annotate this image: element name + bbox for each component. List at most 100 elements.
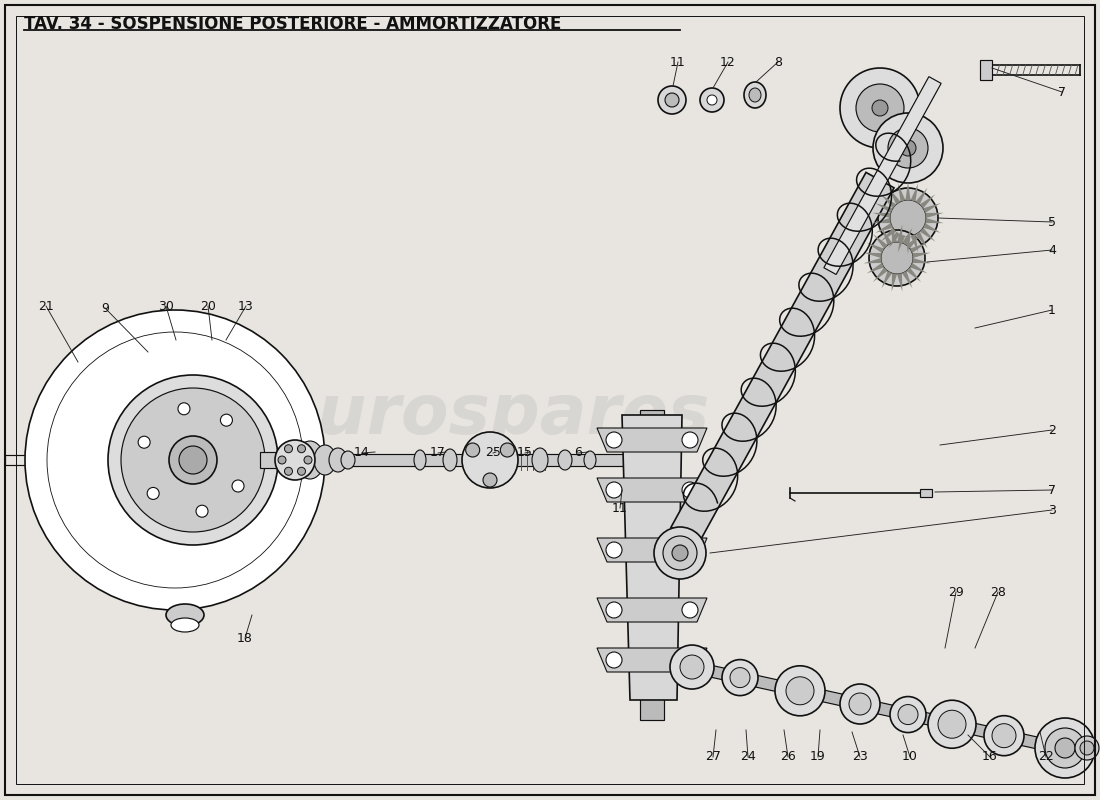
Circle shape xyxy=(872,100,888,116)
Polygon shape xyxy=(824,77,942,274)
Circle shape xyxy=(984,716,1024,756)
Circle shape xyxy=(462,432,518,488)
Text: 11: 11 xyxy=(612,502,628,514)
Circle shape xyxy=(278,456,286,464)
Polygon shape xyxy=(881,228,892,245)
Circle shape xyxy=(606,542,621,558)
Circle shape xyxy=(666,93,679,107)
Circle shape xyxy=(682,432,698,448)
Circle shape xyxy=(108,375,278,545)
Polygon shape xyxy=(906,267,921,282)
Polygon shape xyxy=(923,203,940,213)
Circle shape xyxy=(304,456,312,464)
Polygon shape xyxy=(597,598,707,622)
Polygon shape xyxy=(660,654,1060,754)
Polygon shape xyxy=(920,194,935,208)
Circle shape xyxy=(1035,718,1094,778)
Circle shape xyxy=(658,86,686,114)
Polygon shape xyxy=(597,538,707,562)
Circle shape xyxy=(606,602,621,618)
Circle shape xyxy=(121,388,265,532)
Text: 3: 3 xyxy=(1048,503,1056,517)
Circle shape xyxy=(680,655,704,679)
Polygon shape xyxy=(260,452,295,468)
Polygon shape xyxy=(911,183,918,202)
Polygon shape xyxy=(881,194,896,208)
Polygon shape xyxy=(905,182,911,200)
Circle shape xyxy=(869,230,925,286)
Circle shape xyxy=(606,652,621,668)
Circle shape xyxy=(1055,738,1075,758)
Text: 17: 17 xyxy=(430,446,446,459)
Circle shape xyxy=(992,724,1016,748)
Ellipse shape xyxy=(166,604,204,626)
Circle shape xyxy=(1075,736,1099,760)
Ellipse shape xyxy=(170,618,199,632)
Text: 7: 7 xyxy=(1058,86,1066,98)
Text: 24: 24 xyxy=(740,750,756,763)
Text: 4: 4 xyxy=(1048,243,1056,257)
Circle shape xyxy=(500,443,515,457)
Text: 7: 7 xyxy=(1048,483,1056,497)
Text: 21: 21 xyxy=(39,299,54,313)
Circle shape xyxy=(606,482,621,498)
Text: 9: 9 xyxy=(101,302,109,314)
Polygon shape xyxy=(892,225,896,242)
Circle shape xyxy=(606,432,621,448)
Ellipse shape xyxy=(314,445,336,475)
Circle shape xyxy=(1045,728,1085,768)
Circle shape xyxy=(220,414,232,426)
Text: 15: 15 xyxy=(517,446,532,459)
Polygon shape xyxy=(597,428,707,452)
Polygon shape xyxy=(925,218,944,223)
Ellipse shape xyxy=(329,448,346,472)
Text: 6: 6 xyxy=(574,446,582,459)
Polygon shape xyxy=(915,232,927,248)
Ellipse shape xyxy=(744,82,766,108)
Circle shape xyxy=(900,140,916,156)
Polygon shape xyxy=(889,188,901,204)
Circle shape xyxy=(169,436,217,484)
Polygon shape xyxy=(889,232,901,248)
Circle shape xyxy=(888,128,928,168)
Text: 27: 27 xyxy=(705,750,720,763)
Text: 10: 10 xyxy=(902,750,917,763)
Polygon shape xyxy=(896,225,902,242)
Polygon shape xyxy=(915,188,927,204)
Text: 12: 12 xyxy=(720,55,736,69)
Circle shape xyxy=(707,95,717,105)
Polygon shape xyxy=(925,213,944,218)
Ellipse shape xyxy=(749,88,761,102)
Polygon shape xyxy=(892,274,896,291)
Circle shape xyxy=(682,652,698,668)
Circle shape xyxy=(297,445,306,453)
Ellipse shape xyxy=(296,441,324,479)
Text: 18: 18 xyxy=(238,631,253,645)
Polygon shape xyxy=(906,234,921,249)
Circle shape xyxy=(285,467,293,475)
Polygon shape xyxy=(621,415,682,700)
Text: 16: 16 xyxy=(982,750,998,763)
Polygon shape xyxy=(902,271,912,288)
Polygon shape xyxy=(876,223,893,233)
Text: 28: 28 xyxy=(990,586,1005,598)
Circle shape xyxy=(672,545,688,561)
Polygon shape xyxy=(881,271,892,288)
Text: 5: 5 xyxy=(1048,215,1056,229)
Polygon shape xyxy=(597,478,707,502)
Polygon shape xyxy=(898,183,905,202)
Circle shape xyxy=(722,659,758,696)
Circle shape xyxy=(776,666,825,716)
Circle shape xyxy=(147,487,160,499)
Text: TAV. 34 - SOSPENSIONE POSTERIORE - AMMORTIZZATORE: TAV. 34 - SOSPENSIONE POSTERIORE - AMMOR… xyxy=(24,15,561,33)
Circle shape xyxy=(196,506,208,518)
Polygon shape xyxy=(912,253,931,258)
Polygon shape xyxy=(923,223,940,233)
Polygon shape xyxy=(872,213,891,218)
Polygon shape xyxy=(295,454,660,466)
Ellipse shape xyxy=(558,450,572,470)
Text: 2: 2 xyxy=(1048,423,1056,437)
Polygon shape xyxy=(597,648,707,672)
Text: 20: 20 xyxy=(200,299,216,313)
Circle shape xyxy=(670,645,714,689)
